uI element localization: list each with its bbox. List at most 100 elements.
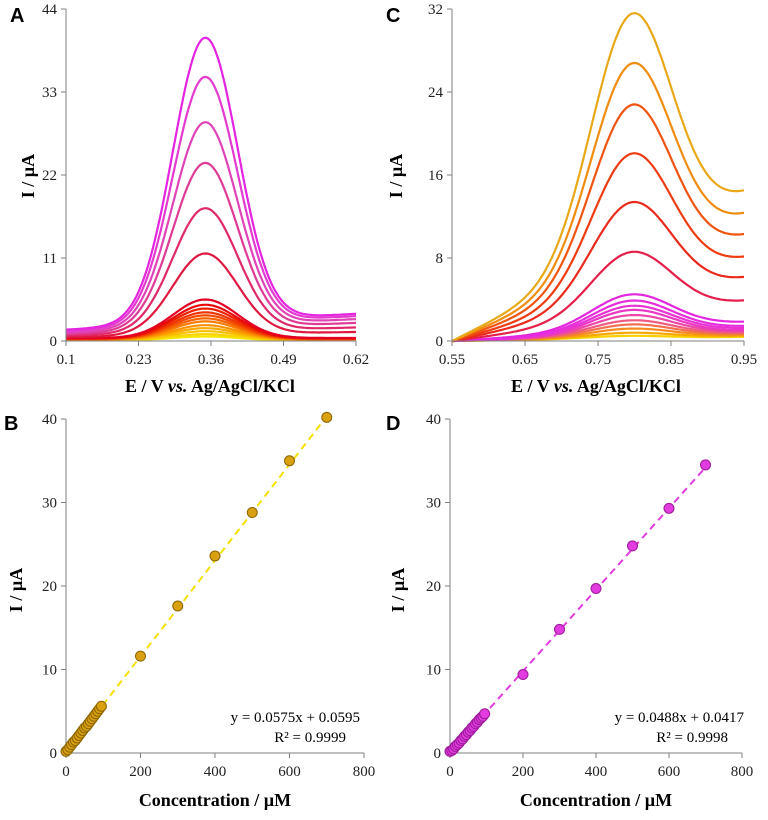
y-axis-title-c: I / µA [386, 154, 406, 198]
data-point [246, 507, 258, 519]
voltammogram-curve-17 [65, 75, 357, 333]
x-tick-label: 0 [446, 764, 454, 780]
y-axis-title-d: I / µA [388, 568, 408, 612]
x-tick-label: 0.23 [125, 352, 151, 368]
voltammogram-chart-a: A 0 11 22 33 44 0.1 0.23 0.36 0.49 0.62 I / µA E … [10, 2, 369, 396]
x-axis-title-a-main: E / V [125, 376, 164, 396]
x-axis-title-a-suffix: Ag/AgCl/KCl [191, 376, 295, 396]
data-points-b [60, 411, 333, 757]
voltammogram-chart-c: C 0 8 16 24 32 0.55 0.65 0.75 0.85 0.95 I / µA E … [386, 2, 757, 396]
data-point [95, 700, 107, 712]
x-tick-label: 200 [129, 764, 152, 780]
data-point [517, 669, 529, 681]
x-tick-label: 0.85 [658, 352, 684, 368]
x-tick-label: 0.95 [731, 352, 757, 368]
voltammogram-curve-14 [451, 103, 745, 343]
voltammogram-curve-18 [65, 36, 357, 331]
equation-d: y = 0.0488x + 0.0417 [615, 710, 745, 726]
y-tick-label: 0 [50, 334, 58, 350]
y-tick-label: 10 [426, 663, 441, 679]
y-tick-label: 32 [428, 2, 443, 18]
y-tick-label: 40 [42, 412, 57, 428]
x-axis-title-a: E / V vs. Ag/AgCl/KCl [125, 376, 295, 396]
voltammogram-curve-11 [451, 250, 744, 343]
x-tick-label: 0.62 [343, 352, 369, 368]
y-tick-label: 33 [42, 85, 57, 101]
voltammogram-curve-15 [65, 161, 357, 336]
y-tick-label: 0 [434, 746, 442, 762]
voltammogram-curves-a [65, 36, 357, 342]
r-squared-d: R² = 0.9998 [656, 730, 728, 746]
y-tick-label: 20 [42, 579, 57, 595]
y-tick-label: 0 [50, 746, 58, 762]
x-tick-label: 200 [512, 764, 535, 780]
axes-c [447, 8, 745, 346]
axes-a [61, 8, 357, 346]
y-tick-label: 0 [436, 334, 444, 350]
equation-b: y = 0.0575x + 0.0595 [231, 710, 360, 726]
panel-label-d: D [386, 413, 400, 435]
data-point [627, 540, 638, 552]
x-tick-label: 0.49 [270, 352, 296, 368]
x-axis-title-b: Concentration / µM [139, 790, 291, 810]
x-axis-title-c-main: E / V [511, 376, 550, 396]
y-axis-title-a: I / µA [18, 154, 38, 198]
data-point [284, 455, 295, 467]
voltammogram-curve-10 [451, 293, 745, 343]
voltammogram-curves-c [451, 11, 745, 343]
fit-line-d [449, 466, 707, 754]
linear-fit-line [449, 466, 707, 754]
y-tick-label: 30 [426, 496, 441, 512]
x-tick-label: 0 [62, 764, 70, 780]
y-tick-label: 11 [43, 251, 57, 267]
data-point [135, 650, 146, 662]
data-point [663, 502, 675, 514]
x-axis-title-d: Concentration / µM [520, 790, 672, 810]
y-tick-label: 44 [42, 2, 58, 18]
x-tick-label: 800 [353, 764, 376, 780]
voltammogram-curve-16 [65, 121, 357, 334]
x-tick-label: 600 [278, 764, 301, 780]
x-tick-label: 0.55 [439, 352, 465, 368]
x-axis-title-c: E / V vs. Ag/AgCl/KCl [511, 376, 681, 396]
data-point [590, 583, 602, 595]
x-tick-label: 0.1 [57, 352, 76, 368]
x-tick-label: 400 [204, 764, 227, 780]
data-point [479, 708, 491, 720]
panel-c: C 0 8 16 24 32 0.55 0.65 0.75 0.85 0.95 I / µA E … [384, 0, 768, 408]
voltammogram-curve-13 [66, 252, 357, 339]
x-tick-label: 400 [585, 764, 608, 780]
panel-label-a: A [10, 5, 24, 27]
panel-b: B 0 10 20 30 40 0 200 400 600 800 y = 0.0575x + 0… [0, 408, 384, 815]
y-axis-title-b: I / µA [6, 568, 26, 612]
data-point [554, 623, 565, 635]
x-tick-label: 0.65 [512, 352, 538, 368]
tick-labels-a: 0 11 22 33 44 0.1 0.23 0.36 0.49 0.62 [42, 2, 369, 368]
x-axis-title-c-italic: vs. [554, 376, 574, 396]
r-squared-b: R² = 0.9999 [274, 730, 346, 746]
y-tick-label: 8 [436, 251, 444, 267]
voltammogram-curve-16 [451, 11, 745, 342]
voltammogram-curve-12 [66, 298, 356, 340]
x-tick-label: 800 [731, 764, 754, 780]
voltammogram-curve-13 [451, 152, 745, 343]
x-axis-title-a-italic: vs. [168, 376, 188, 396]
y-tick-label: 16 [428, 168, 444, 184]
data-point [172, 600, 184, 612]
y-tick-label: 22 [42, 168, 57, 184]
voltammogram-curve-14 [66, 207, 357, 337]
data-point [209, 550, 221, 562]
y-tick-label: 10 [42, 663, 57, 679]
x-tick-label: 600 [658, 764, 681, 780]
y-tick-label: 20 [426, 579, 441, 595]
panel-label-c: C [386, 5, 400, 27]
panel-d: D 0 10 20 30 40 0 200 400 600 800 y = 0.0488x + 0… [384, 408, 768, 815]
x-tick-label: 0.36 [198, 352, 225, 368]
data-point [700, 459, 711, 471]
tick-labels-c: 0 8 16 24 32 0.55 0.65 0.75 0.85 0.95 [428, 2, 757, 368]
panel-label-b: B [4, 413, 18, 435]
y-tick-label: 40 [426, 412, 441, 428]
